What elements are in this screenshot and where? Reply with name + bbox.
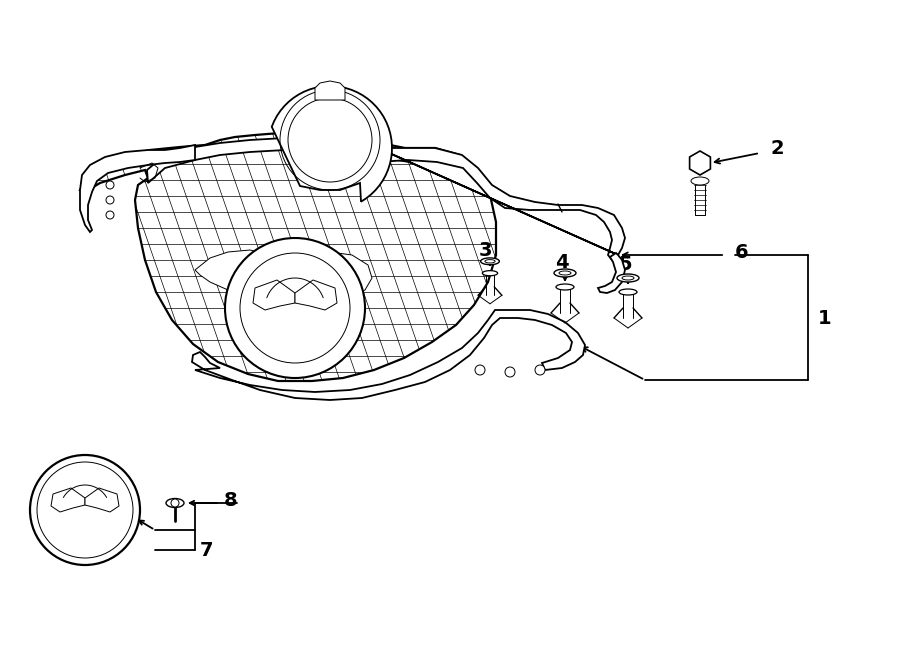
Circle shape — [106, 211, 114, 219]
Text: 4: 4 — [555, 253, 569, 272]
Ellipse shape — [556, 284, 574, 290]
Circle shape — [106, 181, 114, 189]
Polygon shape — [689, 151, 710, 175]
Circle shape — [30, 455, 140, 565]
Ellipse shape — [559, 271, 571, 275]
Polygon shape — [598, 253, 625, 293]
Ellipse shape — [622, 276, 634, 280]
Polygon shape — [192, 310, 585, 400]
Polygon shape — [195, 250, 280, 292]
Circle shape — [225, 238, 365, 378]
Polygon shape — [80, 145, 195, 232]
Polygon shape — [308, 252, 372, 300]
Polygon shape — [315, 81, 345, 100]
Ellipse shape — [617, 274, 639, 282]
Circle shape — [475, 365, 485, 375]
Ellipse shape — [691, 177, 709, 185]
Circle shape — [535, 365, 545, 375]
Text: 8: 8 — [224, 490, 238, 510]
Text: 2: 2 — [770, 139, 784, 157]
Circle shape — [106, 196, 114, 204]
Polygon shape — [147, 137, 462, 183]
Polygon shape — [272, 86, 392, 202]
Circle shape — [171, 499, 179, 507]
Text: 7: 7 — [200, 541, 213, 559]
Circle shape — [288, 98, 372, 182]
Ellipse shape — [485, 260, 495, 263]
Polygon shape — [85, 488, 119, 512]
Ellipse shape — [554, 269, 576, 277]
Circle shape — [240, 253, 350, 363]
Ellipse shape — [481, 258, 500, 264]
Text: 5: 5 — [618, 256, 632, 274]
Ellipse shape — [166, 498, 184, 508]
Text: 1: 1 — [818, 309, 832, 327]
Polygon shape — [376, 148, 625, 260]
Circle shape — [37, 462, 133, 558]
Polygon shape — [295, 280, 337, 310]
Circle shape — [505, 367, 515, 377]
Text: 6: 6 — [735, 243, 749, 262]
Ellipse shape — [482, 270, 498, 276]
Polygon shape — [253, 280, 295, 310]
Ellipse shape — [619, 289, 637, 295]
Text: 3: 3 — [478, 241, 491, 260]
Polygon shape — [80, 132, 496, 381]
Polygon shape — [51, 488, 85, 512]
